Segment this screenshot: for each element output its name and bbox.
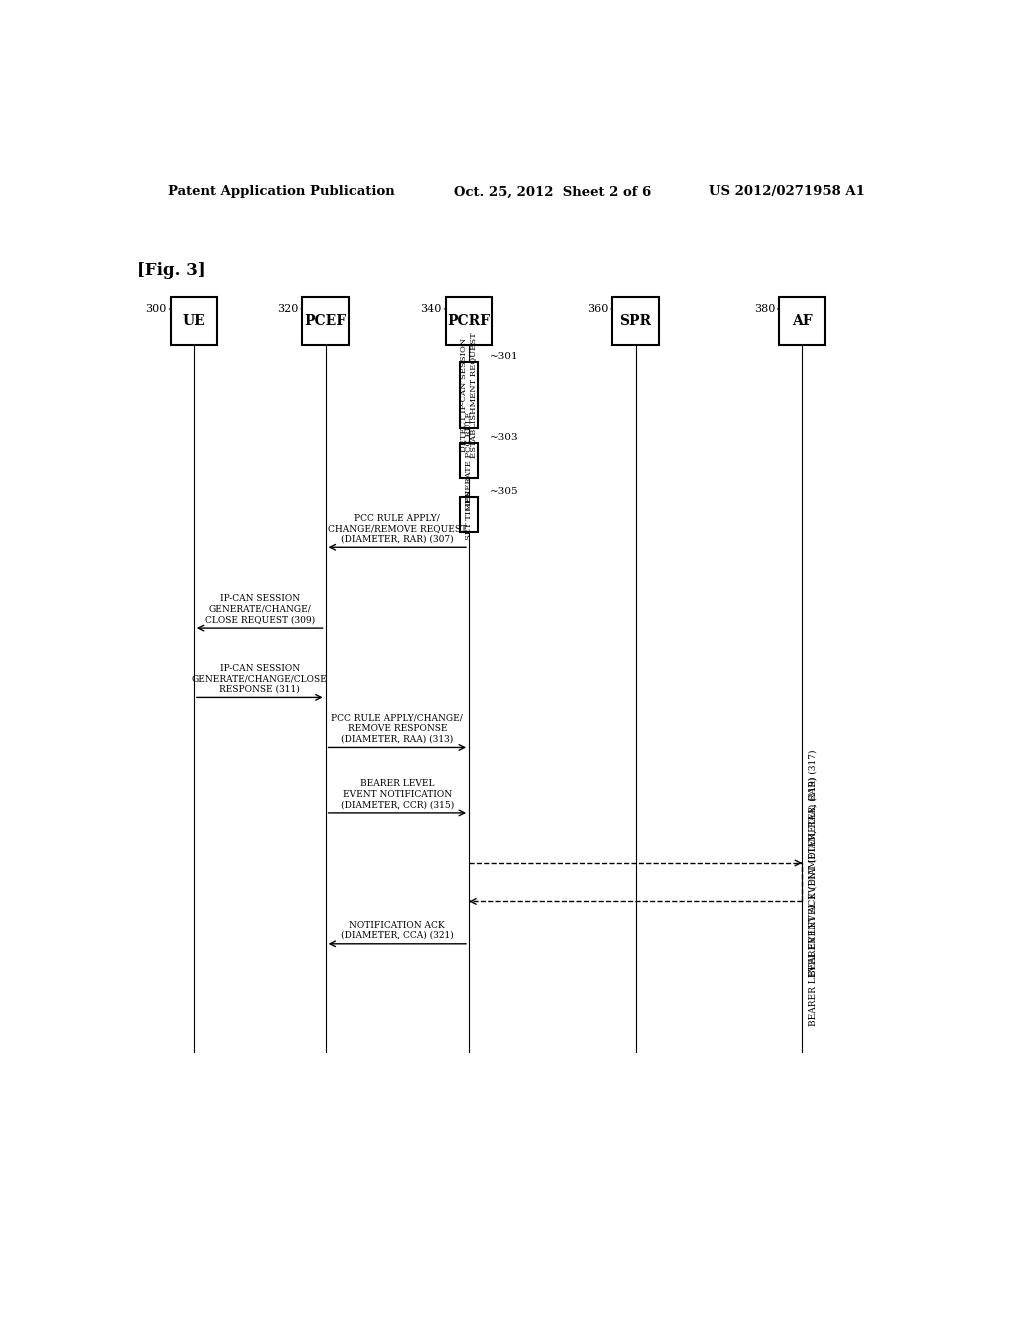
Bar <box>445 297 493 345</box>
Text: IP-CAN SESSION
GENERATE/CHANGE/CLOSE
RESPONSE (311): IP-CAN SESSION GENERATE/CHANGE/CLOSE RES… <box>191 664 328 693</box>
Text: AF: AF <box>792 314 813 327</box>
Text: BEARER LEVEL EVENT (DIAMETER, RAR) (317): BEARER LEVEL EVENT (DIAMETER, RAR) (317) <box>809 750 817 977</box>
Text: PCEF: PCEF <box>304 314 347 327</box>
Text: 360: 360 <box>587 304 608 314</box>
Text: Patent Application Publication: Patent Application Publication <box>168 185 395 198</box>
Text: 340: 340 <box>421 304 442 314</box>
Bar <box>461 444 477 478</box>
Text: IP-CAN SESSION
GENERATE/CHANGE/
CLOSE REQUEST (309): IP-CAN SESSION GENERATE/CHANGE/ CLOSE RE… <box>205 594 314 624</box>
Text: [Fig. 3]: [Fig. 3] <box>137 263 206 280</box>
Text: UE: UE <box>182 314 205 327</box>
Text: SPR: SPR <box>620 314 651 327</box>
Text: SET TIMER: SET TIMER <box>465 490 473 540</box>
Text: BEARER LEVEL EVENT ACK (DIAMETER, RAA) (319): BEARER LEVEL EVENT ACK (DIAMETER, RAA) (… <box>809 776 817 1026</box>
Text: 320: 320 <box>278 304 299 314</box>
Text: BEARER LEVEL
EVENT NOTIFICATION
(DIAMETER, CCR) (315): BEARER LEVEL EVENT NOTIFICATION (DIAMETE… <box>341 779 454 809</box>
Text: ~301: ~301 <box>489 352 518 360</box>
Text: NOTIFICATION ACK
(DIAMETER, CCA) (321): NOTIFICATION ACK (DIAMETER, CCA) (321) <box>341 920 454 940</box>
Text: US 2012/0271958 A1: US 2012/0271958 A1 <box>710 185 865 198</box>
Bar <box>171 297 217 345</box>
Text: 380: 380 <box>754 304 775 314</box>
Text: Oct. 25, 2012  Sheet 2 of 6: Oct. 25, 2012 Sheet 2 of 6 <box>454 185 650 198</box>
Bar <box>302 297 349 345</box>
Text: PCRF: PCRF <box>447 314 490 327</box>
Bar <box>461 498 477 532</box>
Text: PCC RULE APPLY/CHANGE/
REMOVE RESPONSE
(DIAMETER, RAA) (313): PCC RULE APPLY/CHANGE/ REMOVE RESPONSE (… <box>332 714 463 743</box>
Text: GENERATE PCC RULE: GENERATE PCC RULE <box>465 412 473 510</box>
Text: PCC RULE APPLY/
CHANGE/REMOVE REQUEST
(DIAMETER, RAR) (307): PCC RULE APPLY/ CHANGE/REMOVE REQUEST (D… <box>328 513 467 544</box>
Bar <box>461 363 477 428</box>
Text: ~305: ~305 <box>489 487 518 496</box>
Bar <box>612 297 658 345</box>
Text: 300: 300 <box>145 304 167 314</box>
Text: ~303: ~303 <box>489 433 518 442</box>
Text: DETECT IP-CAN SESSION
ESTABLISHMENT REQUEST: DETECT IP-CAN SESSION ESTABLISHMENT REQU… <box>461 333 477 458</box>
Bar <box>779 297 825 345</box>
